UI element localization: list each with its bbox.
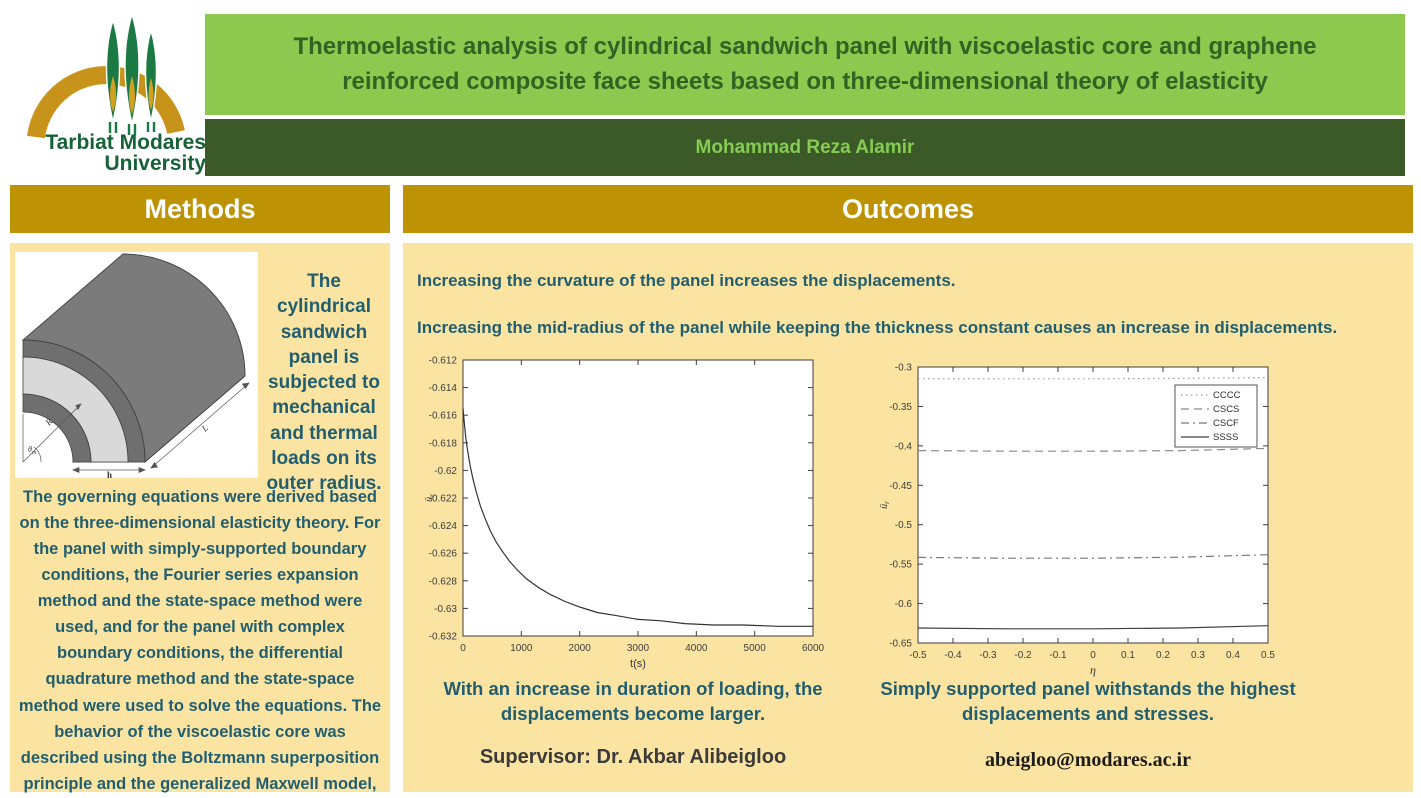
outcomes-finding-1: Increasing the curvature of the panel in… — [417, 271, 956, 290]
svg-text:-0.4: -0.4 — [944, 650, 962, 661]
author-name: Mohammad Reza Alamir — [695, 136, 915, 158]
svg-text:1000: 1000 — [510, 643, 533, 654]
svg-text:-0.5: -0.5 — [909, 650, 927, 661]
svg-text:0.2: 0.2 — [1156, 650, 1170, 661]
diagram-annotations — [22, 382, 250, 474]
svg-text:ūr: ūr — [424, 494, 436, 502]
displacement-vs-eta-chart: -0.5 -0.4 -0.3 -0.2 -0.1 0 0.1 0.2 0.3 0.4 0.5 -0.3… — [874, 355, 1280, 683]
svg-text:0: 0 — [1090, 650, 1096, 661]
svg-text:-0.628: -0.628 — [429, 576, 458, 587]
logo-tree-left — [105, 17, 121, 133]
svg-text:-0.62: -0.62 — [434, 466, 457, 477]
logo-arch — [27, 66, 185, 139]
svg-text:t(s): t(s) — [630, 658, 646, 670]
university-logo-icon — [27, 11, 185, 139]
svg-text:0.5: 0.5 — [1261, 650, 1275, 661]
svg-text:-0.3: -0.3 — [895, 363, 913, 374]
poster-title: Thermoelastic analysis of cylindrical sa… — [293, 32, 1317, 95]
author-bar: Mohammad Reza Alamir — [205, 119, 1405, 176]
svg-text:SSSS: SSSS — [1213, 432, 1238, 443]
svg-text:2000: 2000 — [569, 643, 592, 654]
svg-text:-0.63: -0.63 — [434, 604, 457, 615]
university-name: Tarbiat Modares University — [10, 132, 206, 174]
title-banner: Thermoelastic analysis of cylindrical sa… — [205, 14, 1405, 115]
outcomes-heading: Outcomes — [841, 193, 975, 224]
svg-text:-0.632: -0.632 — [429, 632, 458, 643]
svg-text:0.4: 0.4 — [1226, 650, 1240, 661]
outcomes-finding-2: Increasing the mid-radius of the panel w… — [417, 318, 1338, 337]
svg-text:-0.55: -0.55 — [889, 560, 912, 571]
diagram-label-L: L — [199, 423, 210, 434]
svg-text:η: η — [1090, 663, 1096, 677]
university-logo: Tarbiat Modares University — [10, 4, 206, 178]
svg-text:-0.622: -0.622 — [429, 494, 458, 505]
svg-text:-0.614: -0.614 — [429, 383, 458, 394]
svg-text:3000: 3000 — [627, 643, 650, 654]
svg-text:-0.6: -0.6 — [895, 599, 913, 610]
svg-text:0.1: 0.1 — [1121, 650, 1135, 661]
contact-email: abeigloo@modares.ac.ir — [985, 749, 1191, 771]
svg-text:-0.2: -0.2 — [1014, 650, 1032, 661]
svg-text:-0.45: -0.45 — [889, 481, 912, 492]
svg-text:ūr: ūr — [879, 501, 891, 509]
svg-text:-0.65: -0.65 — [889, 639, 912, 650]
methods-paragraph: The governing equations were derived bas… — [18, 488, 382, 793]
displacement-vs-time-chart: 0 1000 2000 3000 4000 5000 6000 -0.612 -0.614 -0.… — [419, 348, 825, 676]
svg-text:6000: 6000 — [802, 643, 825, 654]
outcomes-section-header: Outcomes — [403, 185, 1413, 233]
svg-text:CSCF: CSCF — [1213, 418, 1239, 429]
logo-tree-middle — [124, 11, 140, 135]
svg-text:-0.626: -0.626 — [429, 549, 458, 560]
svg-text:0: 0 — [460, 643, 466, 654]
svg-text:-0.5: -0.5 — [895, 520, 913, 531]
methods-panel: R θm h L The cylindrical sandwich panel … — [10, 243, 390, 793]
university-name-line1: Tarbiat Modares — [45, 131, 206, 154]
chart2-caption: Simply supported panel withstands the hi… — [880, 678, 1296, 724]
sandwich-panel-diagram: R θm h L — [15, 252, 258, 480]
svg-text:-0.618: -0.618 — [429, 438, 458, 449]
svg-text:4000: 4000 — [685, 643, 708, 654]
methods-section-header: Methods — [10, 185, 390, 233]
svg-text:-0.624: -0.624 — [429, 521, 458, 532]
svg-text:-0.612: -0.612 — [429, 356, 458, 367]
svg-text:5000: 5000 — [744, 643, 767, 654]
methods-intro-text: The cylindrical sandwich panel is subjec… — [266, 271, 382, 495]
diagram-label-h: h — [107, 470, 112, 478]
supervisor-credit: Supervisor: Dr. Akbar Alibeigloo — [479, 746, 787, 768]
methods-heading: Methods — [144, 193, 256, 224]
logo-tree-right — [144, 27, 158, 132]
svg-text:CSCS: CSCS — [1213, 404, 1239, 415]
diagram-label-theta: θm — [28, 445, 37, 456]
svg-text:-0.4: -0.4 — [895, 441, 913, 452]
svg-text:-0.616: -0.616 — [429, 411, 458, 422]
chart1-caption: With an increase in duration of loading,… — [443, 678, 823, 724]
svg-text:0.3: 0.3 — [1191, 650, 1205, 661]
svg-text:-0.35: -0.35 — [889, 402, 912, 413]
outcomes-panel: Increasing the curvature of the panel in… — [403, 243, 1413, 792]
svg-text:-0.1: -0.1 — [1049, 650, 1067, 661]
university-name-line2: University — [104, 152, 206, 175]
cylindrical-panel-icon: R θm h L — [21, 253, 250, 480]
svg-text:CCCC: CCCC — [1213, 390, 1241, 401]
svg-text:-0.3: -0.3 — [979, 650, 997, 661]
